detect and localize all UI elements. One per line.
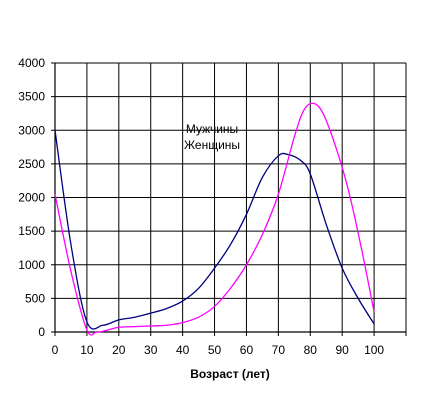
x-tick-label: 90 — [336, 343, 350, 357]
y-tick-label: 1500 — [18, 224, 45, 238]
tick-labels: 0 500 1000 1500 2000 2500 3000 3500 4000 0 10 20 30 4… — [18, 56, 384, 357]
x-tick-label: 20 — [112, 343, 126, 357]
x-tick-label: 0 — [52, 343, 59, 357]
x-tick-label: 50 — [208, 343, 222, 357]
legend-entry-women: Женщины — [184, 138, 240, 152]
y-tick-label: 3500 — [18, 90, 45, 104]
series-line-men — [54, 130, 375, 330]
series-line-women — [54, 102, 375, 336]
y-tick-label: 1000 — [18, 258, 45, 272]
y-tick-label: 3000 — [18, 123, 45, 137]
x-tick-label: 60 — [240, 343, 254, 357]
x-tick-label: 10 — [80, 343, 94, 357]
y-tick-label: 500 — [25, 291, 45, 305]
x-tick-label: 80 — [304, 343, 318, 357]
legend: Мужчины Женщины — [184, 122, 240, 152]
y-tick-label: 0 — [38, 325, 45, 339]
y-tick-label: 2000 — [18, 191, 45, 205]
x-axis-label: Возраст (лет) — [190, 367, 270, 381]
grid — [54, 62, 407, 333]
x-tick-label: 100 — [364, 343, 384, 357]
x-tick-label: 70 — [272, 343, 286, 357]
x-tick-label: 40 — [176, 343, 190, 357]
x-tick-label: 30 — [144, 343, 158, 357]
legend-entry-men: Мужчины — [186, 122, 238, 136]
axes — [51, 62, 407, 336]
y-tick-label: 4000 — [18, 56, 45, 70]
y-tick-label: 2500 — [18, 157, 45, 171]
series-lines — [54, 102, 375, 336]
